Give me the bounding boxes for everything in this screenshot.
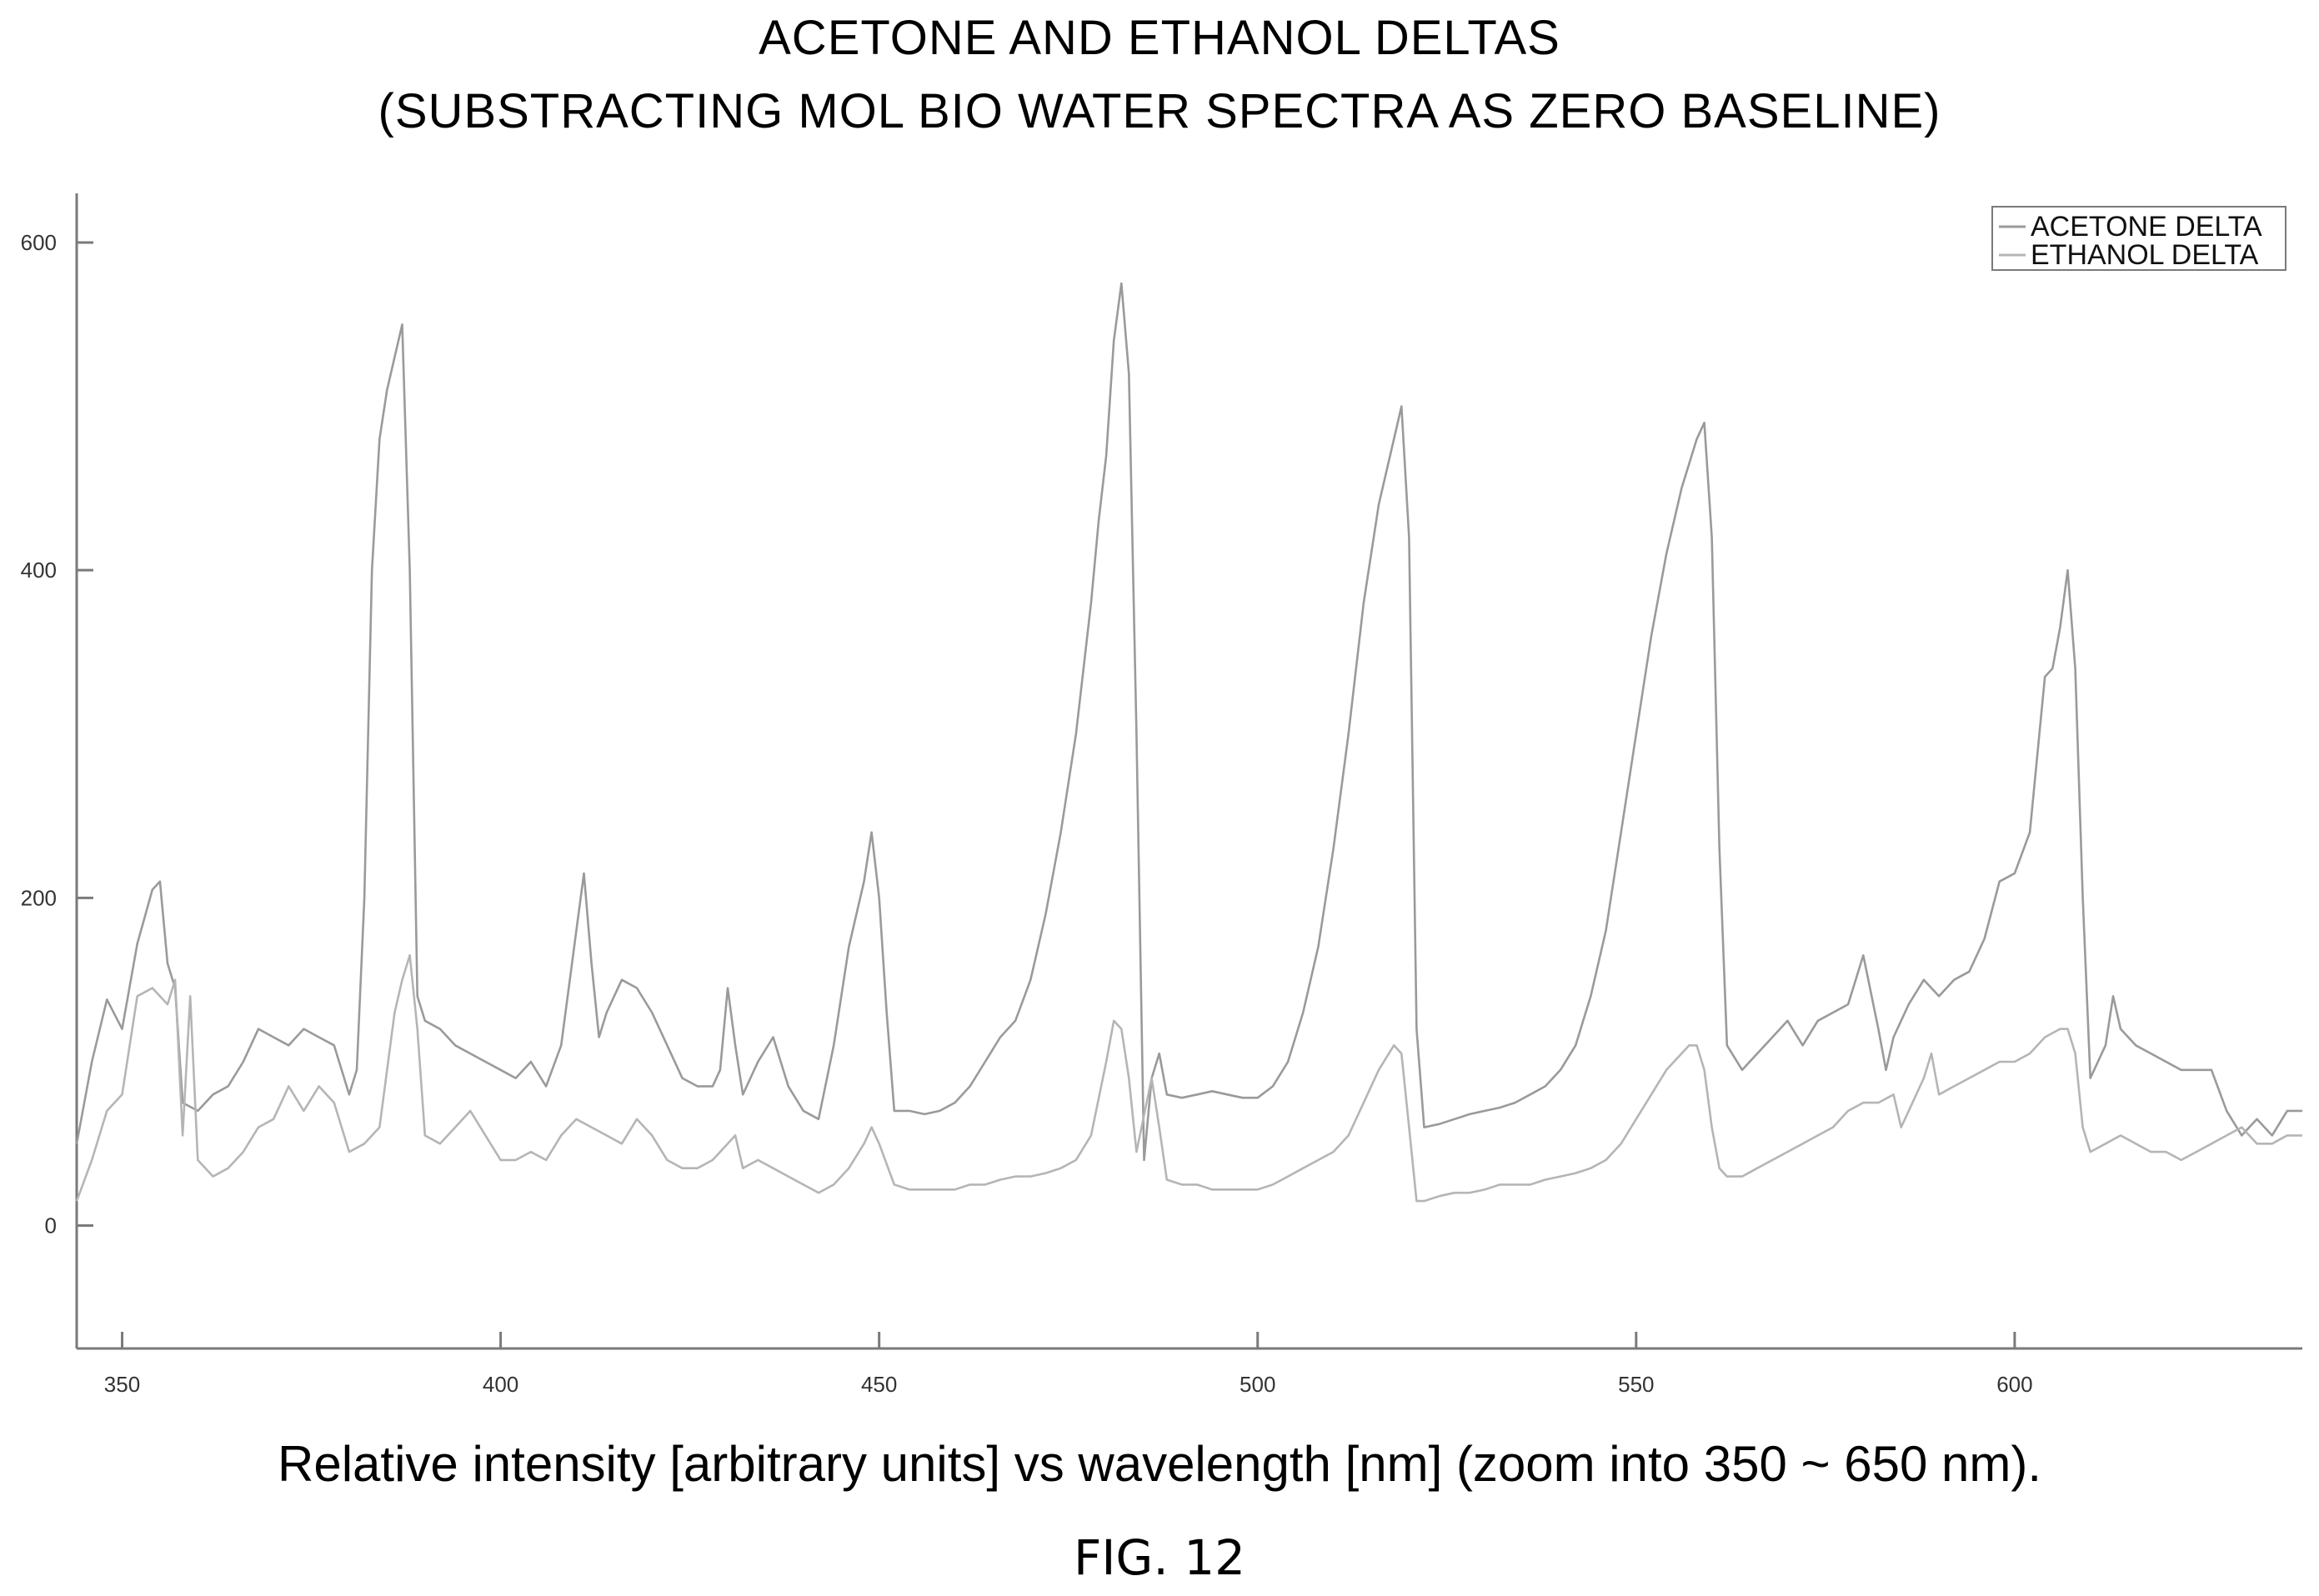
series-layer: [75, 282, 2302, 1203]
x-tick-label: 350: [104, 1372, 140, 1397]
x-tick-label: 400: [483, 1372, 518, 1397]
legend-box: [1991, 206, 2286, 271]
x-tick-label: 550: [1618, 1372, 1654, 1397]
y-tick-label: 200: [21, 885, 57, 910]
chart-subtitle: (SUBSTRACTING MOL BIO WATER SPECTRA AS Z…: [378, 84, 1941, 138]
series-line-acetone: [75, 282, 2302, 1162]
chart-title: ACETONE AND ETHANOL DELTAS: [759, 11, 1560, 65]
series-line-ethanol: [75, 953, 2302, 1203]
figure-caption: Relative intensity [arbitrary units] vs …: [278, 1436, 2041, 1492]
legend-label: ACETONE DELTA: [2031, 211, 2262, 243]
figure-label: FIG. 12: [1073, 1529, 1246, 1586]
axes: 350 400 450 500 550 600 0 200 400 600: [21, 193, 2302, 1397]
x-tick-label: 600: [1996, 1372, 2032, 1397]
y-tick-label: 0: [45, 1213, 57, 1238]
legend-label: ETHANOL DELTA: [2031, 239, 2259, 271]
y-tick-label: 400: [21, 558, 57, 583]
x-tick-label: 500: [1240, 1372, 1275, 1397]
x-tick-label: 450: [861, 1372, 897, 1397]
y-tick-label: 600: [21, 230, 57, 255]
